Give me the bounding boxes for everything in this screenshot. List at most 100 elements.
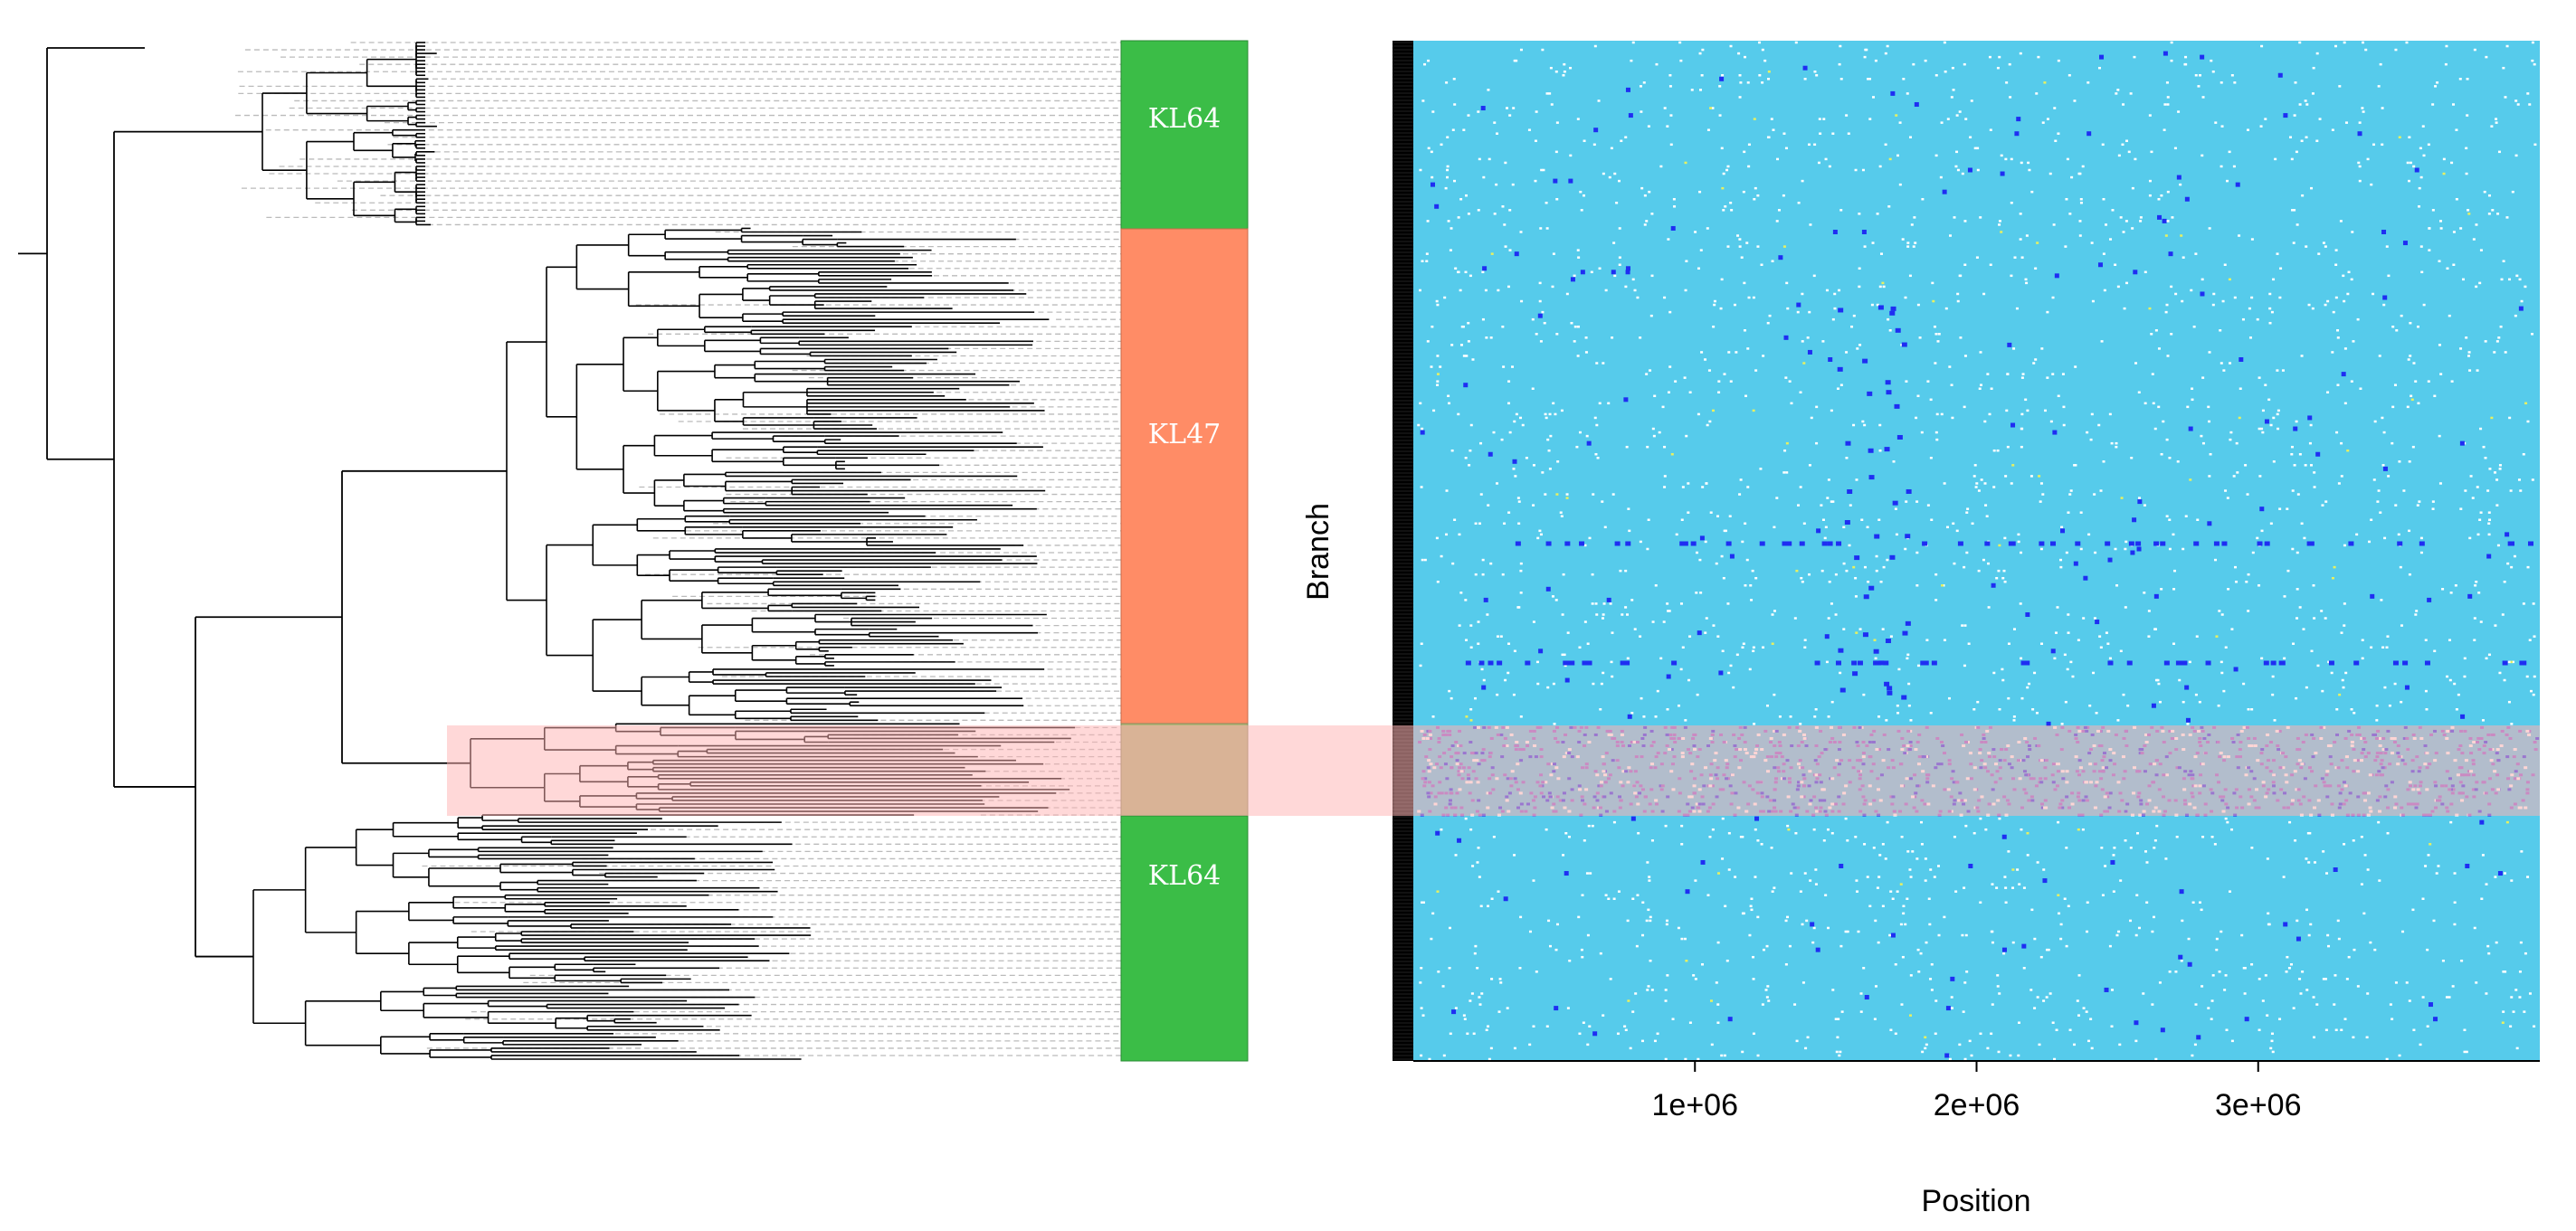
- heatmap-event: [2467, 593, 2473, 599]
- heatmap-event: [2099, 646, 2103, 649]
- heatmap-event: [2301, 971, 2305, 973]
- heatmap-event: [2209, 452, 2212, 456]
- heatmap-event: [1761, 1003, 1764, 1006]
- heatmap-event: [2117, 154, 2121, 157]
- heatmap-event: [2073, 464, 2077, 467]
- heatmap-event: [1642, 81, 1646, 84]
- heatmap-event: [2336, 329, 2340, 332]
- heatmap-event: [2115, 445, 2118, 449]
- heatmap-event: [1545, 416, 1548, 420]
- heatmap-event: [2106, 642, 2110, 645]
- heatmap-event: [2438, 260, 2441, 262]
- heatmap-event: [1773, 693, 1776, 696]
- heatmap-event: [1421, 558, 1424, 562]
- heatmap-event: [2451, 985, 2455, 988]
- heatmap-event: [1754, 369, 1758, 372]
- heatmap-event: [2427, 380, 2430, 383]
- heatmap-event: [1956, 299, 1960, 303]
- heatmap-event: [2467, 213, 2471, 215]
- heatmap-event: [1936, 340, 1940, 343]
- heatmap-event: [1712, 624, 1716, 627]
- heatmap-event: [2196, 1035, 2201, 1040]
- heatmap-event: [1771, 890, 1774, 893]
- heatmap-event: [2343, 402, 2347, 405]
- heatmap-event: [2233, 667, 2239, 672]
- heatmap-event: [1817, 161, 1820, 165]
- heatmap-event: [1548, 92, 1552, 95]
- heatmap-event: [2357, 161, 2361, 165]
- heatmap-event: [2110, 1025, 2114, 1027]
- heatmap-event: [1519, 592, 1523, 594]
- heatmap-event: [1734, 876, 1737, 878]
- heatmap-event: [1966, 507, 1970, 510]
- heatmap-event: [1543, 321, 1546, 325]
- heatmap-event: [2136, 546, 2142, 552]
- heatmap-event: [1517, 522, 1521, 526]
- heatmap-event: [2101, 143, 2105, 147]
- heatmap-event: [2228, 278, 2231, 281]
- heatmap-event: [1454, 1007, 1458, 1009]
- heatmap-event: [2244, 464, 2248, 467]
- heatmap-event: [2129, 919, 2133, 923]
- heatmap-event: [1789, 715, 1792, 718]
- heatmap-event: [1626, 919, 1630, 923]
- heatmap-event: [1512, 107, 1516, 109]
- heatmap-event: [2113, 847, 2116, 849]
- heatmap-event: [1764, 989, 1768, 991]
- heatmap-event: [2386, 635, 2390, 638]
- heatmap-event: [1431, 912, 1435, 915]
- heatmap-event: [1699, 89, 1702, 91]
- heatmap-event: [1446, 136, 1450, 138]
- heatmap-event: [1426, 340, 1430, 343]
- heatmap-event: [2431, 209, 2435, 212]
- heatmap-event: [1979, 216, 1982, 219]
- heatmap-event: [2020, 427, 2023, 431]
- heatmap-event: [1593, 44, 1597, 48]
- heatmap-event: [1508, 209, 1512, 212]
- heatmap-event: [2389, 1003, 2392, 1006]
- heatmap-event: [1868, 904, 1872, 908]
- heatmap-event: [1729, 664, 1733, 668]
- heatmap-event: [1955, 150, 1959, 154]
- heatmap-event: [2342, 686, 2345, 689]
- heatmap-event: [1473, 696, 1477, 700]
- heatmap-event: [1782, 132, 1786, 135]
- heatmap-event: [1958, 274, 1962, 278]
- heatmap-event: [1583, 620, 1587, 623]
- heatmap-event: [2180, 959, 2183, 962]
- heatmap-event: [1474, 944, 1478, 948]
- heatmap-event: [2095, 712, 2098, 715]
- heatmap-event: [1935, 438, 1939, 441]
- heatmap-event: [2271, 1050, 2275, 1054]
- heatmap-event: [1778, 255, 1783, 260]
- heatmap-event: [2455, 197, 2458, 201]
- heatmap-event: [1963, 981, 1967, 984]
- heatmap-event: [2446, 267, 2449, 270]
- heatmap-event: [1625, 270, 1630, 275]
- heatmap-event: [2448, 996, 2451, 999]
- heatmap-event: [2321, 689, 2324, 693]
- heatmap-event: [1801, 981, 1805, 984]
- heatmap-event: [1607, 897, 1611, 900]
- heatmap-event: [1640, 110, 1643, 113]
- heatmap-event: [1467, 213, 1470, 215]
- heatmap-event: [1501, 205, 1505, 208]
- heatmap-event: [1803, 646, 1807, 649]
- heatmap-event: [1602, 362, 1605, 365]
- heatmap-event: [2448, 678, 2452, 682]
- heatmap-event: [2502, 1010, 2505, 1013]
- heatmap-event: [1700, 859, 1706, 865]
- heatmap-event: [1500, 438, 1504, 441]
- heatmap-event: [2192, 325, 2196, 328]
- heatmap-event: [1555, 493, 1559, 496]
- heatmap-event: [1738, 245, 1742, 248]
- heatmap-event: [1854, 168, 1858, 172]
- heatmap-event: [2099, 54, 2105, 60]
- heatmap-event: [1902, 78, 1906, 80]
- heatmap-event: [2375, 704, 2379, 707]
- heatmap-event: [2224, 489, 2228, 492]
- heatmap-event: [1472, 1032, 1476, 1036]
- heatmap-event: [2020, 696, 2024, 700]
- heatmap-event: [1878, 165, 1882, 168]
- heatmap-event: [2074, 365, 2077, 368]
